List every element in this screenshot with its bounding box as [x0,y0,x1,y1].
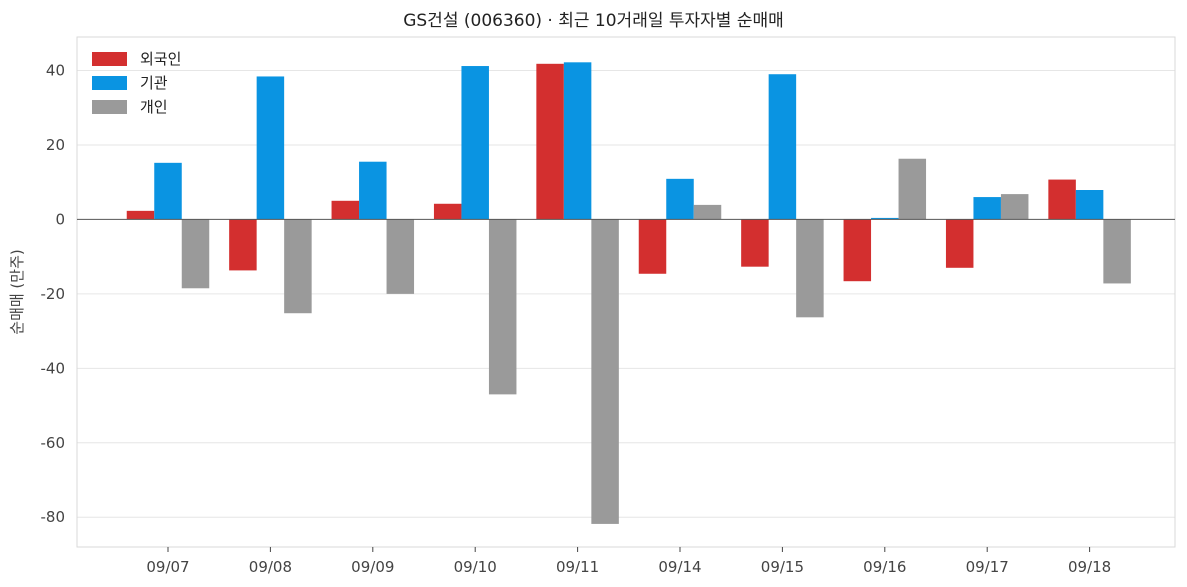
bars [126,62,1131,524]
bar-foreign-09-18 [1048,179,1076,220]
x-tick-label: 09/14 [658,558,701,576]
bar-individual-09-09 [386,219,415,294]
y-tick-label: -80 [41,508,66,526]
plot-area [76,36,1176,548]
bar-individual-09-16 [898,158,927,220]
x-tick-label: 09/16 [863,558,906,576]
y-tick-label: -40 [41,359,66,377]
bar-institution-09-18 [1075,190,1104,220]
legend-label: 개인 [140,98,168,116]
x-tick-label: 09/17 [966,558,1009,576]
y-axis-label: 순매매 (만주) [8,249,26,334]
bar-individual-09-15 [796,219,824,318]
x-tick-label: 09/11 [556,558,599,576]
x-tick-label: 09/15 [761,558,804,576]
bar-institution-09-16 [871,217,899,220]
bar-institution-09-11 [563,62,592,220]
y-axis-ticks: 40 20 0 -20 -40 -60 -80 [41,62,66,527]
y-tick-label: 0 [55,210,65,228]
bar-foreign-09-10 [433,203,462,220]
bar-individual-09-11 [591,219,619,524]
bar-individual-09-08 [284,219,312,314]
bar-foreign-09-16 [843,219,872,282]
bar-institution-09-14 [666,178,694,220]
bar-individual-09-18 [1103,219,1131,284]
bar-institution-09-07 [154,162,182,220]
y-tick-label: 20 [46,136,65,154]
legend-label: 기관 [140,74,168,92]
bar-individual-09-10 [488,219,517,395]
bar-institution-09-09 [359,161,387,220]
y-tick-label: -20 [41,285,66,303]
bar-foreign-09-17 [945,219,974,268]
legend-label: 외국인 [140,50,181,68]
x-tick-label: 09/18 [1068,558,1111,576]
gridlines [77,70,1175,518]
bar-foreign-09-09 [331,200,360,220]
bar-foreign-09-08 [229,219,257,271]
bar-foreign-09-07 [126,210,155,220]
x-tick-label: 09/09 [351,558,394,576]
legend-swatch [92,52,127,66]
bar-institution-09-08 [256,76,285,220]
bar-institution-09-15 [768,74,797,220]
bar-foreign-09-11 [536,63,564,220]
y-tick-label: 40 [46,62,65,80]
bar-foreign-09-14 [638,219,667,274]
bar-foreign-09-15 [741,219,769,267]
legend-swatch [92,100,127,114]
chart-title: GS건설 (006360) · 최근 10거래일 투자자별 순매매 [403,11,784,31]
y-tick-label: -60 [41,434,66,452]
bar-institution-09-10 [461,66,489,220]
bar-individual-09-14 [693,204,722,220]
legend-swatch [92,76,127,90]
bar-institution-09-17 [973,197,1001,220]
x-tick-label: 09/07 [146,558,189,576]
x-tick-label: 09/10 [454,558,497,576]
x-axis-ticks: 09/07 09/08 09/09 09/10 09/11 09/14 09/15 09/16… [146,547,1111,576]
bar-individual-09-07 [181,219,210,289]
x-tick-label: 09/08 [249,558,292,576]
bar-individual-09-17 [1000,194,1029,220]
